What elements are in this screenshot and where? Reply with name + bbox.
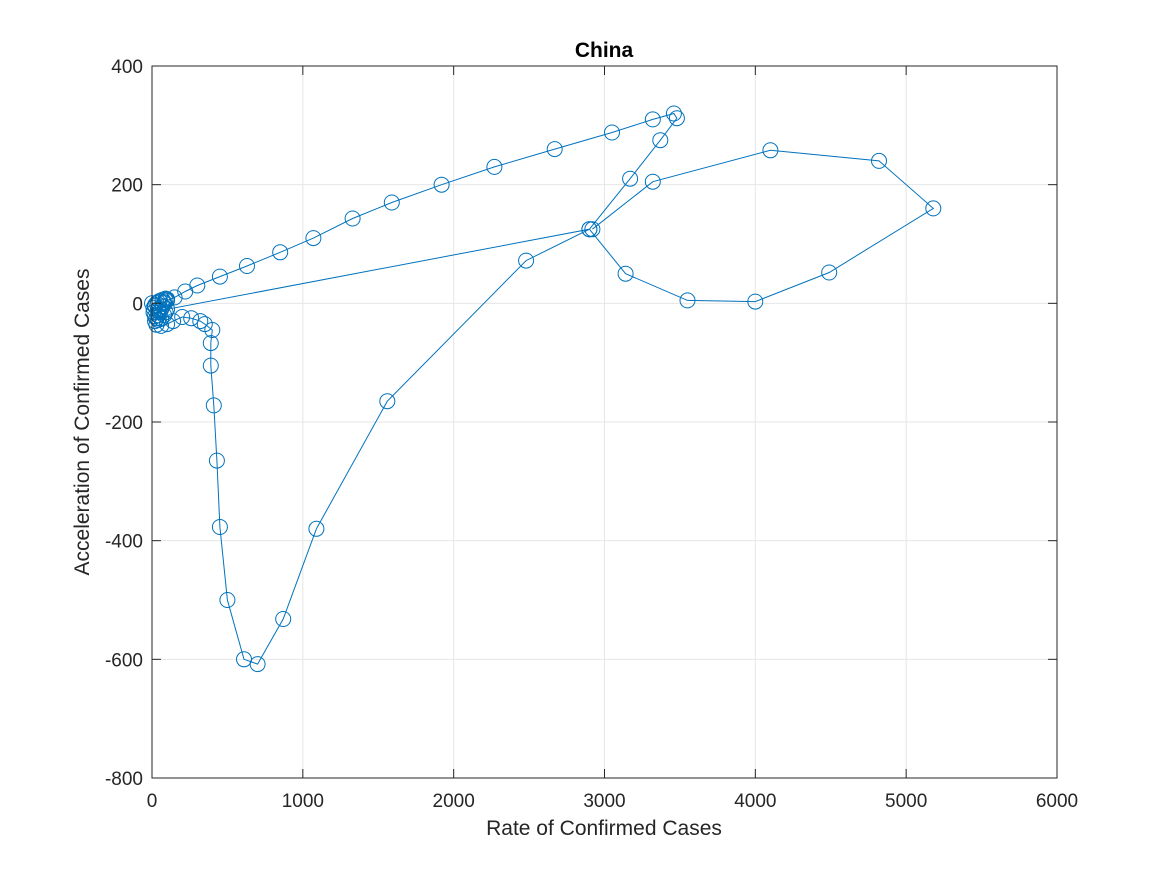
y-tick-label: 0 [132,294,143,315]
y-axis-title: Acceleration of Confirmed Cases [71,269,94,576]
y-tick-label: 400 [111,57,143,78]
x-tick-label: 2000 [433,791,475,812]
data-point [581,221,598,238]
data-point [196,316,213,333]
data-point [219,592,236,608]
data-point [762,142,779,159]
y-tick-label: -200 [105,413,143,434]
data-point [584,221,601,238]
data-point [925,200,942,217]
data-point [272,244,289,261]
data-point [644,173,661,190]
data-point [211,268,228,285]
x-tick-label: 3000 [583,791,625,812]
data-point [379,393,396,410]
y-tick-label: 200 [111,176,143,197]
data-point [192,313,209,330]
data-point [211,519,228,535]
data-point [652,132,669,149]
data-point [486,158,503,175]
data-point [208,452,225,469]
axes [151,65,1058,779]
data-point [275,611,292,627]
data-point [308,520,325,537]
data-point [546,141,563,158]
data-point [617,265,634,282]
data-point [604,124,620,141]
data-point [679,292,696,309]
data-point [821,264,838,281]
x-tick-label: 1000 [282,791,324,812]
y-tick-label: -600 [105,650,143,671]
data-point [665,105,682,122]
data-point [205,397,222,414]
data-point [166,289,183,306]
data-point [236,651,252,668]
data-point [159,301,176,318]
data-point [202,335,219,352]
data-point [747,293,764,310]
x-tick-label: 6000 [1036,791,1078,812]
data-point [239,258,255,274]
y-tick-label: -400 [105,532,143,553]
data-point [157,304,174,321]
data-point [202,357,219,374]
data-point [189,277,206,294]
data-point [668,110,685,127]
x-tick-label: 4000 [734,791,776,812]
data-point [644,111,661,128]
data-point [383,194,400,211]
y-tick-label: -800 [105,769,143,790]
data-point [305,230,322,247]
data-point [871,152,887,169]
data-point [183,310,200,327]
data-point [433,176,450,193]
data-point [344,210,361,227]
series-layer [144,105,942,673]
x-tick-label: 5000 [885,791,927,812]
data-point [148,295,165,312]
data-point [174,309,191,325]
data-point [518,252,535,269]
data-point [622,170,639,187]
x-tick-label: 0 [147,791,158,812]
x-axis-title: Rate of Confirmed Cases [486,817,722,840]
tick-labels: 0 1000 2000 3000 4000 5000 6000-800-600-400-20… [105,57,1078,812]
chart-title: China [575,39,634,62]
